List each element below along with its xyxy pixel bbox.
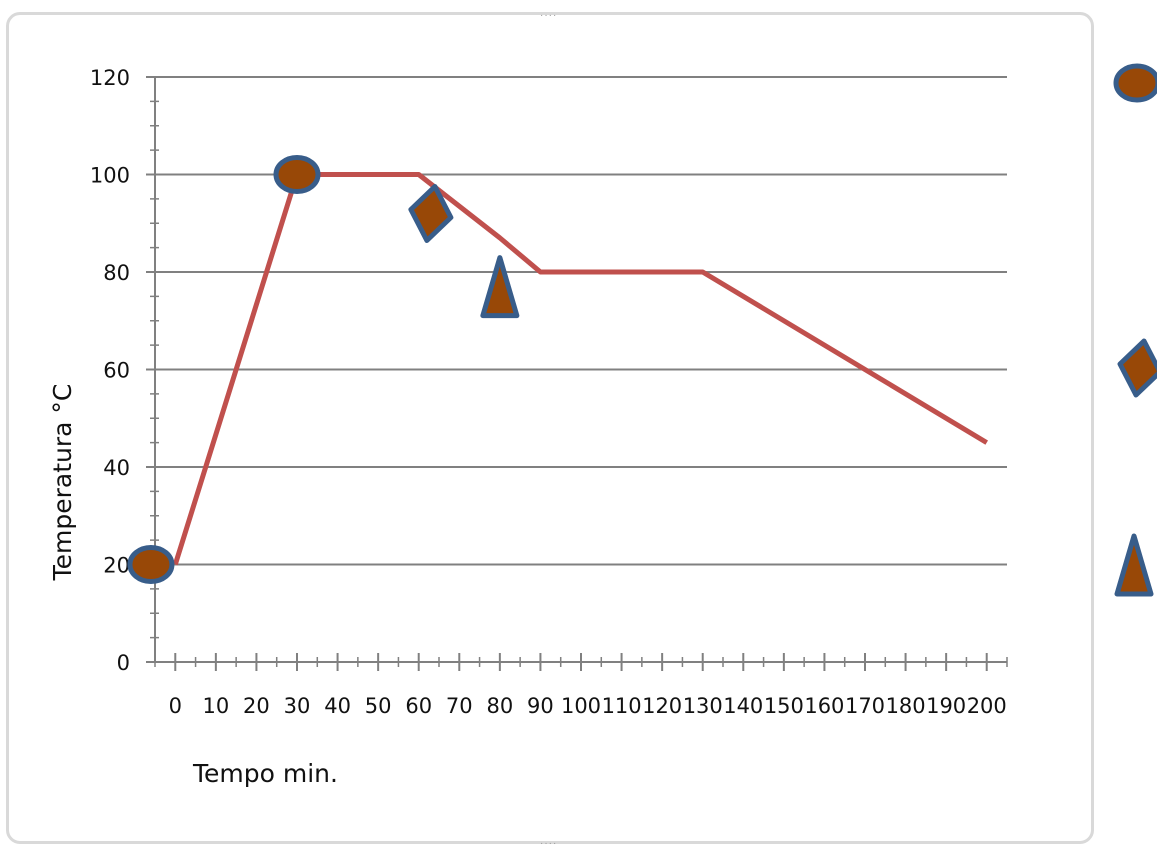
x-tick-label-180: 180 — [886, 694, 926, 718]
x-tick-label-70: 70 — [446, 694, 473, 718]
x-tick-label-40: 40 — [324, 694, 351, 718]
y-axis-title: Temperatura °C — [48, 384, 77, 582]
x-tick-label-130: 130 — [683, 694, 723, 718]
x-tick-label-20: 20 — [243, 694, 270, 718]
x-tick-label-170: 170 — [845, 694, 885, 718]
x-axis-title: Tempo min. — [192, 759, 338, 788]
y-tick-label-60: 60 — [103, 359, 130, 383]
y-tick-label-0: 0 — [117, 651, 130, 675]
legend — [1113, 63, 1157, 597]
y-tick-label-80: 80 — [103, 261, 130, 285]
x-tick-label-160: 160 — [804, 694, 844, 718]
x-tick-label-0: 0 — [169, 694, 182, 718]
y-tick-label-40: 40 — [103, 456, 130, 480]
marker-triangle-3 — [480, 255, 520, 319]
x-tick-label-90: 90 — [527, 694, 554, 718]
x-tick-label-100: 100 — [561, 694, 601, 718]
x-tick-label-80: 80 — [486, 694, 513, 718]
y-tick-label-100: 100 — [90, 164, 130, 188]
chart-frame — [6, 12, 1094, 844]
x-tick-label-60: 60 — [405, 694, 432, 718]
x-tick-label-150: 150 — [764, 694, 804, 718]
bottom-resize-handle[interactable]: ···· — [540, 838, 558, 849]
x-tick-label-140: 140 — [723, 694, 763, 718]
x-tick-label-110: 110 — [602, 694, 642, 718]
top-resize-handle[interactable]: ···· — [540, 10, 558, 21]
x-tick-label-190: 190 — [926, 694, 966, 718]
x-tick-label-200: 200 — [967, 694, 1007, 718]
y-tick-label-20: 20 — [103, 554, 130, 578]
x-tick-label-50: 50 — [365, 694, 392, 718]
y-tick-label-120: 120 — [90, 66, 130, 90]
legend-marker-triangle — [1114, 533, 1154, 597]
legend-marker-ellipse — [1113, 63, 1157, 103]
marker-ellipse-1 — [273, 155, 321, 194]
legend-marker-diamond — [1117, 338, 1157, 398]
marker-ellipse-0 — [127, 545, 175, 584]
gridlines — [155, 76, 1007, 566]
x-tick-label-30: 30 — [284, 694, 311, 718]
x-tick-label-120: 120 — [642, 694, 682, 718]
marker-diamond-2 — [408, 184, 454, 243]
x-tick-label-10: 10 — [202, 694, 229, 718]
markers-layer — [127, 155, 520, 584]
